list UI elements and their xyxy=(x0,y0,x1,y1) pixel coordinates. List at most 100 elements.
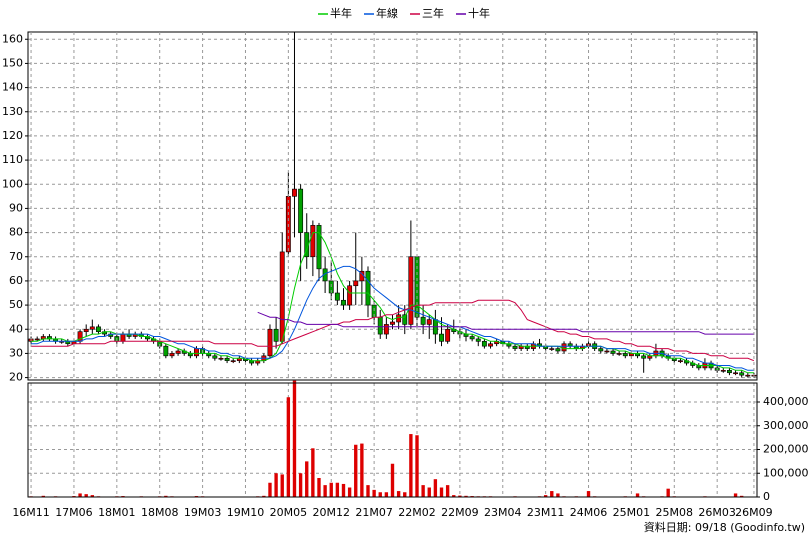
x-tick-label: 22M09 xyxy=(441,506,479,519)
volume-bar xyxy=(403,492,407,497)
x-tick-label: 20M12 xyxy=(312,506,350,519)
candle-body xyxy=(89,326,95,330)
volume-bar xyxy=(298,473,303,497)
candle-body xyxy=(402,314,408,325)
ma-line xyxy=(257,311,754,335)
x-tick-label: 24M06 xyxy=(570,506,608,519)
candle-body xyxy=(194,348,199,357)
candle-body xyxy=(390,321,395,325)
volume-bar xyxy=(740,495,744,497)
candle-body xyxy=(604,350,610,353)
footer: 資料日期: 09/18 (Goodinfo.tw) xyxy=(644,520,805,534)
x-tick-label: 26M09 xyxy=(735,506,773,519)
candle-body xyxy=(96,326,101,332)
y-tick-label: 80 xyxy=(9,226,23,239)
candle-body xyxy=(555,348,561,352)
candle-body xyxy=(292,188,297,197)
x-tick-label: 22M02 xyxy=(398,506,436,519)
x-tick-label: 26M03 xyxy=(698,506,736,519)
x-tick-label: 20M05 xyxy=(270,506,308,519)
candle-body xyxy=(298,188,304,233)
volume-bar xyxy=(550,491,554,497)
candle-body xyxy=(420,316,426,325)
volume-bar xyxy=(384,492,389,497)
candle-body xyxy=(488,343,493,347)
candle-body xyxy=(218,357,224,360)
candle-body xyxy=(230,360,236,362)
ma-line xyxy=(31,265,754,371)
candle-body xyxy=(169,353,175,357)
candle-body xyxy=(212,355,218,359)
candle-body xyxy=(445,328,451,342)
volume-bar xyxy=(341,483,346,497)
volume-bar xyxy=(268,482,272,497)
candle-body xyxy=(549,348,555,350)
volume-bar xyxy=(292,380,297,497)
y-tick-label: 130 xyxy=(2,105,23,118)
candle-body xyxy=(163,345,169,357)
candle-body xyxy=(726,370,732,374)
candle-body xyxy=(279,251,285,342)
volume-bar xyxy=(464,495,468,497)
volume-bar xyxy=(286,397,291,497)
legend: 半年 年線 三年 十年 xyxy=(318,6,490,20)
volume-bar xyxy=(305,461,309,497)
candle-body xyxy=(469,336,475,340)
plot-border xyxy=(27,31,758,381)
candle-body xyxy=(598,348,604,352)
candle-body xyxy=(34,338,40,341)
x-tick-label: 21M07 xyxy=(355,506,393,519)
candle-body xyxy=(365,270,371,306)
volume-bar xyxy=(78,493,82,497)
volume-bar xyxy=(445,485,450,497)
ma-line xyxy=(31,299,755,362)
legend-label: 十年 xyxy=(468,6,490,20)
y-tick-label: 70 xyxy=(9,250,23,263)
x-tick-label: 25M01 xyxy=(613,506,651,519)
x-tick-label: 23M11 xyxy=(527,506,565,519)
candle-body xyxy=(475,338,481,342)
y-tick-label: 90 xyxy=(9,201,23,214)
candle-body xyxy=(641,355,647,359)
y-tick-label: 140 xyxy=(2,81,23,94)
candle-body xyxy=(426,319,432,325)
y2-tick-label: 0 xyxy=(763,490,770,503)
volume-bar xyxy=(556,493,560,497)
y-tick-label: 40 xyxy=(9,322,23,335)
candle-body xyxy=(273,328,279,342)
volume-bar xyxy=(396,491,401,497)
y2-tick-label: 200,000 xyxy=(763,443,808,456)
y-tick-label: 60 xyxy=(9,274,23,287)
volume-bar xyxy=(372,489,376,497)
candle-body xyxy=(677,360,683,362)
volume-bar xyxy=(635,493,640,497)
volume-bar xyxy=(262,495,266,497)
candle-body xyxy=(622,353,628,357)
volume-bar xyxy=(439,487,444,497)
volume-bar xyxy=(90,495,95,497)
x-tick-label: 19M03 xyxy=(184,506,222,519)
x-tick-label: 25M08 xyxy=(656,506,694,519)
candle-body xyxy=(224,357,230,361)
candle-body xyxy=(733,372,739,375)
candle-body xyxy=(83,328,89,332)
volume-bar xyxy=(329,482,333,497)
candle-body xyxy=(481,341,487,347)
y2-tick-label: 300,000 xyxy=(763,419,808,432)
x-tick-label: 23M04 xyxy=(484,506,522,519)
candle-body xyxy=(439,333,444,342)
candle-body xyxy=(745,374,751,377)
candle-body xyxy=(341,299,346,306)
volume-bar xyxy=(311,448,315,497)
x-tick-label: 17M06 xyxy=(55,506,93,519)
y-tick-label: 50 xyxy=(9,298,23,311)
candle-body xyxy=(720,370,726,372)
y-tick-label: 110 xyxy=(2,153,23,166)
volume-bar xyxy=(409,434,413,497)
volume-bar xyxy=(733,493,738,497)
candle-body xyxy=(561,343,567,352)
volume-bar xyxy=(335,482,340,497)
volume-bar xyxy=(323,485,327,497)
candle-body xyxy=(353,280,359,287)
volume-bar xyxy=(390,463,395,497)
